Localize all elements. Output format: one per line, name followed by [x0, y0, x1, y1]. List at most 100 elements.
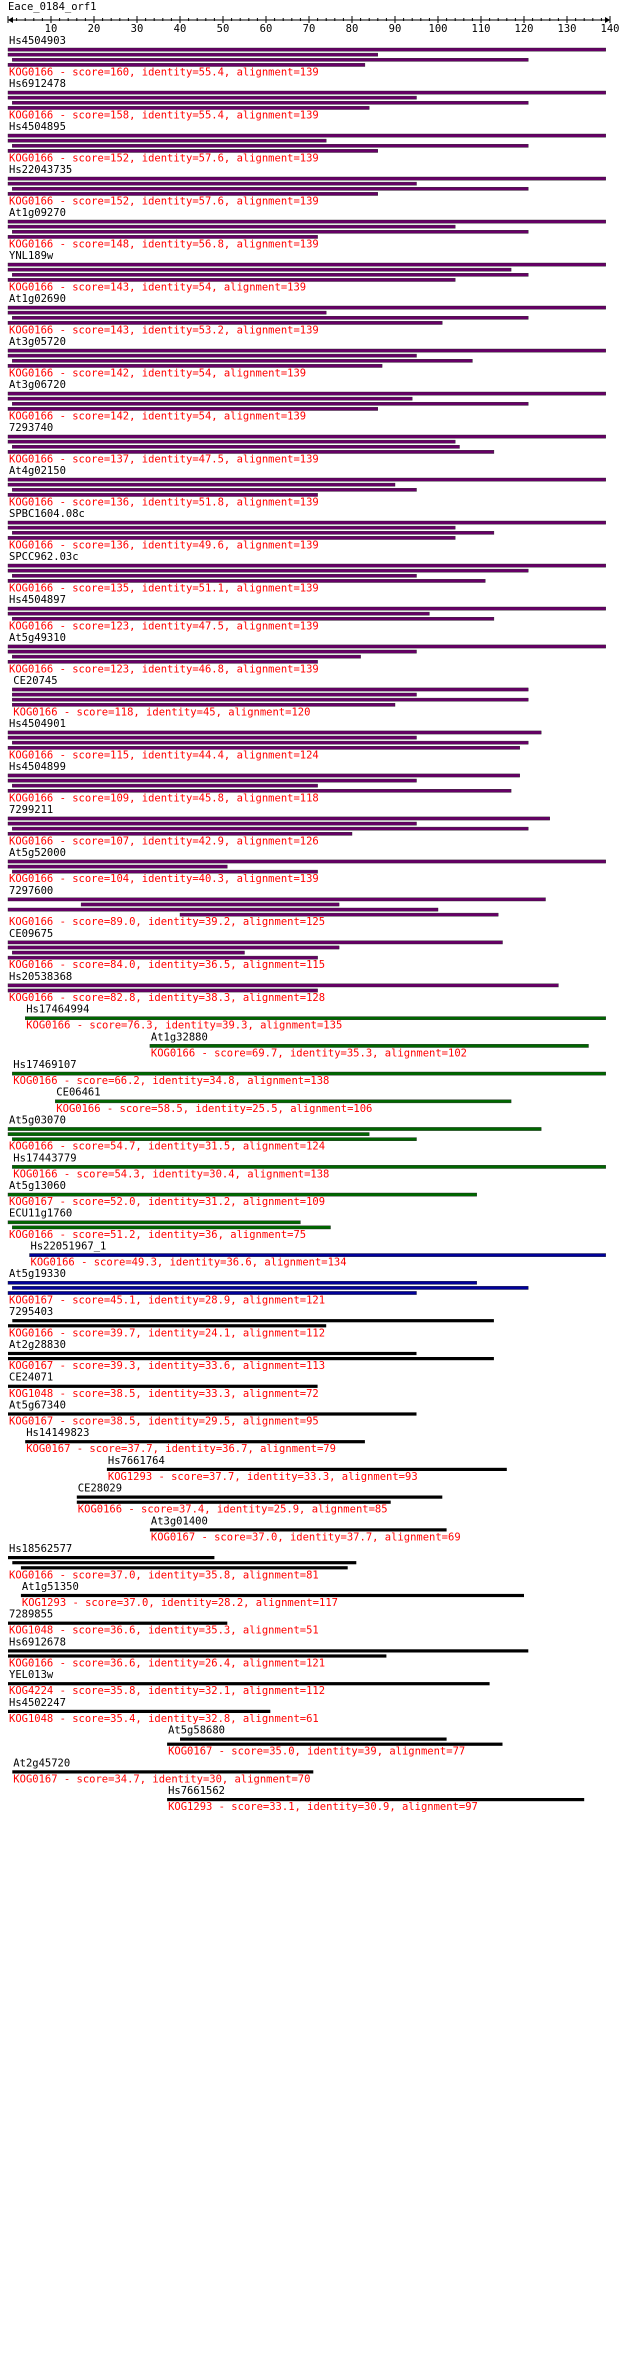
alignment-segment-bar[interactable] [7, 321, 443, 325]
alignment-segment-bar[interactable] [7, 525, 456, 530]
hit-name[interactable]: At5g13060 [9, 1180, 66, 1192]
hit-score-caption[interactable]: KOG0167 - score=38.5, identity=29.5, ali… [9, 1416, 319, 1428]
hit-score-caption[interactable]: KOG1048 - score=35.4, identity=32.8, ali… [9, 1713, 319, 1725]
hit-name[interactable]: 7293740 [9, 422, 53, 434]
hit-score-caption[interactable]: KOG0166 - score=123, identity=47.5, alig… [9, 620, 319, 632]
alignment-segment-bar[interactable] [76, 1500, 391, 1504]
hit-score-caption[interactable]: KOG0166 - score=109, identity=45.8, alig… [9, 792, 319, 804]
hit-score-caption[interactable]: KOG0166 - score=66.2, identity=34.8, ali… [13, 1075, 329, 1087]
alignment-segment-bar[interactable] [7, 789, 512, 793]
alignment-segment-bar[interactable] [7, 773, 520, 778]
hit-name[interactable]: ECU11g1760 [9, 1208, 72, 1220]
hit-score-caption[interactable]: KOG0166 - score=107, identity=42.9, alig… [9, 835, 319, 847]
alignment-segment-bar[interactable] [7, 644, 606, 649]
hit-name[interactable]: 7297600 [9, 885, 53, 897]
alignment-segment-bar[interactable] [7, 305, 606, 310]
hit-name[interactable]: Hs22051967_1 [31, 1241, 107, 1253]
alignment-segment-bar[interactable] [12, 229, 529, 234]
hit-score-caption[interactable]: KOG0166 - score=143, identity=54, alignm… [9, 281, 306, 293]
hit-score-caption[interactable]: KOG0166 - score=51.2, identity=36, align… [9, 1229, 306, 1241]
hit-score-caption[interactable]: KOG0166 - score=39.7, identity=24.1, ali… [9, 1327, 325, 1339]
alignment-segment-bar[interactable] [7, 821, 417, 826]
hit-name[interactable]: At1g32880 [151, 1031, 208, 1043]
alignment-segment-bar[interactable] [12, 1770, 314, 1774]
hit-score-caption[interactable]: KOG0166 - score=136, identity=49.6, alig… [9, 539, 319, 551]
alignment-segment-bar[interactable] [7, 434, 606, 439]
hit-name[interactable]: Hs4504899 [9, 761, 66, 773]
hit-name[interactable]: CE28029 [78, 1483, 122, 1495]
alignment-segment-bar[interactable] [12, 783, 318, 788]
alignment-segment-bar[interactable] [7, 606, 606, 611]
alignment-segment-bar[interactable] [7, 897, 546, 902]
alignment-segment-bar[interactable] [179, 912, 499, 917]
hit-name[interactable]: At1g51350 [22, 1581, 79, 1593]
alignment-segment-bar[interactable] [12, 826, 529, 831]
alignment-segment-bar[interactable] [55, 1099, 512, 1104]
hit-score-caption[interactable]: KOG0167 - score=52.0, identity=31.2, ali… [9, 1196, 325, 1208]
alignment-segment-bar[interactable] [25, 1016, 606, 1020]
hit-score-caption[interactable]: KOG0166 - score=104, identity=40.3, alig… [9, 873, 319, 885]
alignment-segment-bar[interactable] [12, 531, 495, 535]
alignment-segment-bar[interactable] [7, 746, 520, 750]
alignment-segment-bar[interactable] [7, 1291, 417, 1295]
hit-score-caption[interactable]: KOG0166 - score=142, identity=54, alignm… [9, 410, 306, 422]
alignment-segment-bar[interactable] [8, 1649, 529, 1653]
hit-name[interactable]: CE20745 [13, 675, 57, 687]
hit-name[interactable]: Hs4502247 [9, 1697, 66, 1709]
alignment-segment-bar[interactable] [7, 63, 366, 67]
hit-name[interactable]: At5g58680 [168, 1725, 225, 1737]
alignment-segment-bar[interactable] [7, 730, 542, 735]
alignment-segment-bar[interactable] [149, 1528, 447, 1532]
hit-name[interactable]: YEL013w [9, 1669, 54, 1681]
alignment-segment-bar[interactable] [7, 278, 456, 282]
hit-name[interactable]: At4g02150 [9, 465, 66, 477]
alignment-segment-bar[interactable] [7, 138, 327, 143]
alignment-segment-bar[interactable] [7, 149, 378, 153]
alignment-segment-bar[interactable] [7, 219, 606, 224]
alignment-segment-bar[interactable] [12, 697, 529, 702]
alignment-segment-bar[interactable] [7, 364, 383, 368]
alignment-segment-bar[interactable] [7, 832, 353, 836]
hit-name[interactable]: At5g49310 [9, 632, 66, 644]
alignment-segment-bar[interactable] [80, 902, 340, 907]
hit-name[interactable]: Hs6912478 [9, 78, 66, 90]
alignment-segment-bar[interactable] [8, 1412, 417, 1416]
alignment-segment-bar[interactable] [8, 1556, 215, 1560]
alignment-segment-bar[interactable] [8, 1709, 271, 1713]
hit-score-caption[interactable]: KOG0166 - score=137, identity=47.5, alig… [9, 453, 319, 465]
alignment-segment-bar[interactable] [12, 687, 529, 692]
hit-score-caption[interactable]: KOG0166 - score=142, identity=54, alignm… [9, 367, 306, 379]
hit-score-caption[interactable]: KOG0166 - score=82.8, identity=38.3, ali… [9, 992, 325, 1004]
alignment-segment-bar[interactable] [7, 1280, 477, 1285]
hit-name[interactable]: CE06461 [56, 1087, 100, 1099]
alignment-segment-bar[interactable] [12, 186, 529, 191]
alignment-segment-bar[interactable] [7, 859, 606, 864]
alignment-segment-bar[interactable] [7, 477, 606, 482]
alignment-segment-bar[interactable] [7, 482, 396, 487]
alignment-segment-bar[interactable] [8, 1324, 327, 1328]
hit-name[interactable]: At5g03070 [9, 1114, 66, 1126]
alignment-segment-bar[interactable] [7, 907, 439, 912]
hit-score-caption[interactable]: KOG1048 - score=36.6, identity=35.3, ali… [9, 1625, 319, 1637]
alignment-segment-bar[interactable] [7, 106, 370, 110]
hit-name[interactable]: Hs14149823 [26, 1427, 89, 1439]
alignment-segment-bar[interactable] [7, 649, 417, 654]
hit-score-caption[interactable]: KOG0166 - score=135, identity=51.1, alig… [9, 582, 319, 594]
hit-name[interactable]: Hs6912678 [9, 1636, 66, 1648]
hit-name[interactable]: At3g06720 [9, 379, 66, 391]
alignment-segment-bar[interactable] [12, 740, 529, 745]
hit-name[interactable]: Hs4504903 [9, 35, 66, 47]
hit-name[interactable]: At2g45720 [13, 1757, 70, 1769]
hit-name[interactable]: Hs17443779 [13, 1152, 76, 1164]
alignment-segment-bar[interactable] [7, 353, 417, 358]
alignment-segment-bar[interactable] [12, 58, 529, 62]
hit-score-caption[interactable]: KOG1293 - score=37.7, identity=33.3, ali… [108, 1471, 418, 1483]
hit-score-caption[interactable]: KOG0166 - score=152, identity=57.6, alig… [9, 195, 319, 207]
alignment-segment-bar[interactable] [7, 816, 550, 821]
alignment-segment-bar[interactable] [12, 1165, 606, 1169]
hit-score-caption[interactable]: KOG0166 - score=54.7, identity=31.5, ali… [9, 1141, 325, 1153]
alignment-segment-bar[interactable] [12, 316, 529, 320]
alignment-segment-bar[interactable] [7, 224, 456, 229]
alignment-segment-bar[interactable] [12, 950, 245, 955]
alignment-segment-bar[interactable] [12, 617, 495, 621]
